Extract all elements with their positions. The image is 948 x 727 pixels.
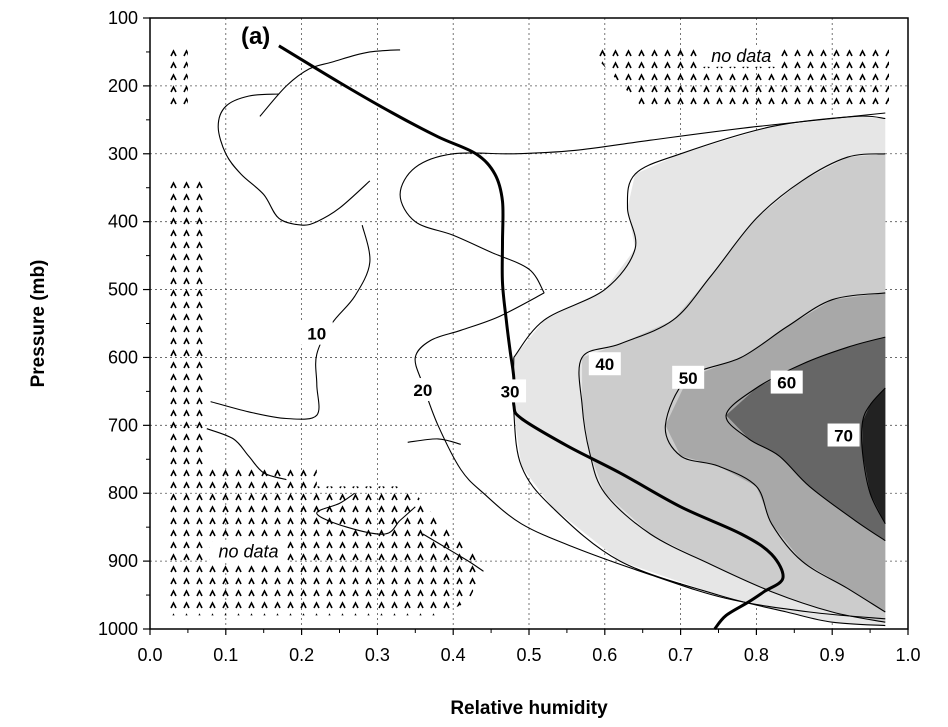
no-data-regions xyxy=(165,48,889,616)
panel-label: (a) xyxy=(241,23,270,50)
contour-label-20: 20 xyxy=(406,378,439,402)
contour-label-text: 20 xyxy=(413,381,432,400)
y-axis-ticks: 100 200 300 400 500 600 700 800 900 1000 xyxy=(98,8,150,639)
contour-label-bg xyxy=(770,370,803,394)
contour-label-60: 60 xyxy=(770,370,803,394)
contour-label-text: 70 xyxy=(834,427,853,446)
x-tick-label: 0.1 xyxy=(213,645,238,665)
x-tick-label: 0.7 xyxy=(668,645,693,665)
no-data-region xyxy=(203,469,484,616)
contour-line-10 xyxy=(210,224,371,420)
contour-line-30 xyxy=(512,357,886,627)
contour-label-bg xyxy=(672,365,705,389)
contour-line-10 xyxy=(259,49,401,117)
contour-label-50: 50 xyxy=(672,365,705,389)
contour-label-bg xyxy=(406,378,439,402)
y-tick-label: 200 xyxy=(108,76,138,96)
contour-label-bg xyxy=(588,352,621,376)
x-tick-label: 0.9 xyxy=(820,645,845,665)
contour-line-10 xyxy=(217,93,371,226)
y-tick-label: 100 xyxy=(108,8,138,28)
contour-label-bg xyxy=(494,379,527,403)
contour-line-40 xyxy=(578,153,886,623)
contour-label-text: 50 xyxy=(679,369,698,388)
x-tick-label: 0.4 xyxy=(441,645,466,665)
no-data-region xyxy=(165,48,188,107)
x-tick-label: 0.8 xyxy=(744,645,769,665)
contour-label-40: 40 xyxy=(588,352,621,376)
no-data-region xyxy=(165,180,204,616)
no-data-label: no data xyxy=(219,541,279,561)
x-tick-label: 0.6 xyxy=(592,645,617,665)
filled-region-70 xyxy=(862,388,886,524)
contour-label-30: 30 xyxy=(494,379,527,403)
x-tick-label: 0.0 xyxy=(137,645,162,665)
y-tick-label: 900 xyxy=(108,551,138,571)
no-data-label-bg xyxy=(209,541,288,563)
contour-line-10 xyxy=(407,438,461,445)
contour-line-70 xyxy=(861,387,886,525)
x-tick-label: 0.2 xyxy=(289,645,314,665)
contour-label-text: 60 xyxy=(777,374,796,393)
no-data-label: no data xyxy=(711,46,771,66)
y-tick-label: 1000 xyxy=(98,619,138,639)
x-axis-ticks: 0.0 0.1 0.2 0.3 0.4 0.5 0.6 0.7 0.8 0.9 1.0 xyxy=(137,629,921,665)
y-tick-label: 300 xyxy=(108,144,138,164)
y-tick-label: 600 xyxy=(108,347,138,367)
contour-line-20 xyxy=(422,533,484,572)
contour-labels: 10 20 30 40 50 60 70 xyxy=(300,321,860,447)
contour-line-50 xyxy=(664,292,886,613)
x-axis-title: Relative humidity xyxy=(450,698,608,719)
contour-label-text: 30 xyxy=(501,382,520,401)
contour-label-bg xyxy=(827,423,860,447)
contour-label-70: 70 xyxy=(827,423,860,447)
contour-label-bg xyxy=(300,321,333,345)
no-data-labels: no data no data xyxy=(209,45,781,563)
contour-line-60 xyxy=(725,336,886,542)
contour-line-20 xyxy=(414,292,886,620)
filled-region-60 xyxy=(726,337,886,541)
y-tick-label: 400 xyxy=(108,212,138,232)
y-tick-label: 700 xyxy=(108,415,138,435)
no-data-label-bg xyxy=(702,45,781,67)
y-tick-label: 500 xyxy=(108,280,138,300)
x-tick-label: 0.3 xyxy=(365,645,390,665)
x-tick-label: 1.0 xyxy=(895,645,920,665)
contour-lines xyxy=(206,49,886,627)
contour-line-20 xyxy=(316,492,416,535)
contour-label-10: 10 xyxy=(300,321,333,345)
x-tick-label: 0.5 xyxy=(516,645,541,665)
contour-line-30 xyxy=(513,115,886,358)
y-axis-title: Pressure (mb) xyxy=(28,260,49,388)
y-tick-label: 800 xyxy=(108,483,138,503)
contour-label-text: 40 xyxy=(595,355,614,374)
contour-label-text: 10 xyxy=(307,325,326,344)
contour-line-10 xyxy=(206,428,287,481)
no-data-region xyxy=(597,48,889,108)
contour-line-20 xyxy=(399,112,886,294)
